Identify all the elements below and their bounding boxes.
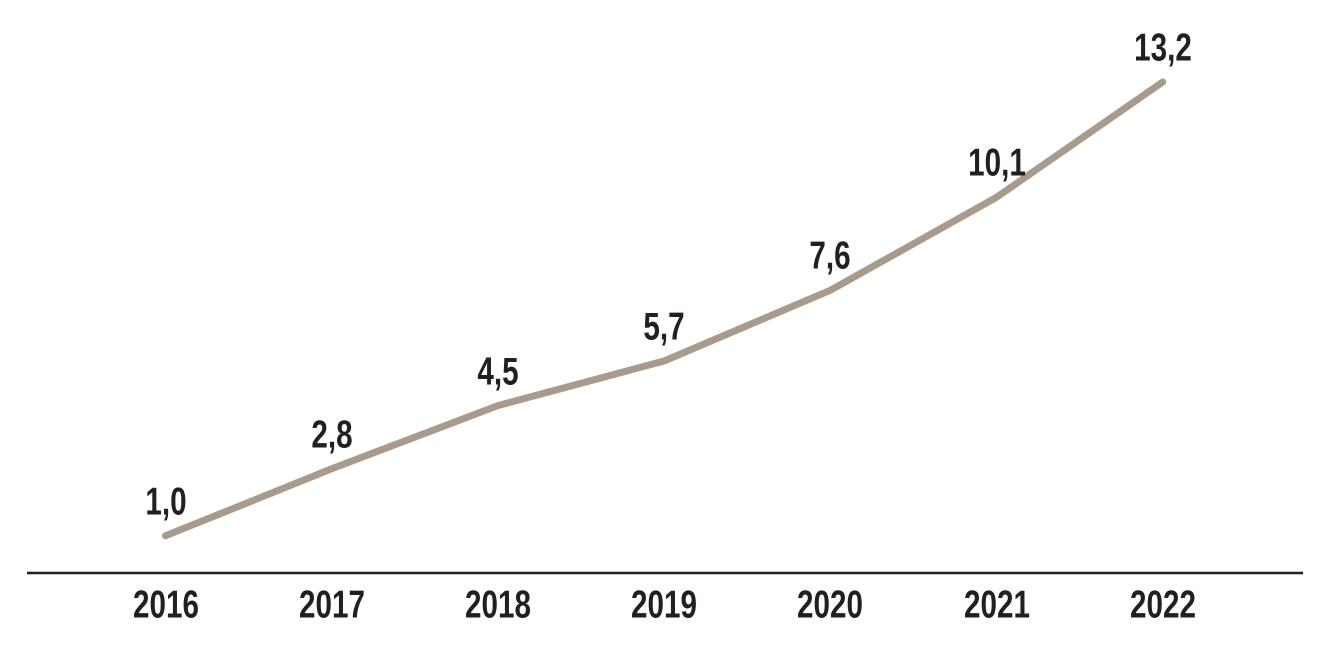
data-label: 5,7 <box>643 305 685 349</box>
x-tick-label: 2022 <box>1129 583 1196 627</box>
data-label: 7,6 <box>809 234 851 278</box>
data-label: 10,1 <box>967 141 1026 185</box>
data-label: 1,0 <box>144 480 187 524</box>
series-line <box>162 78 1167 540</box>
x-tick-label: 2018 <box>464 583 531 627</box>
data-label: 13,2 <box>1133 26 1192 70</box>
data-label: 4,5 <box>477 350 519 394</box>
x-tick-label: 2016 <box>132 583 199 627</box>
x-tick-label: 2017 <box>298 583 365 627</box>
x-tick-label: 2021 <box>963 583 1030 627</box>
x-tick-label: 2020 <box>797 583 864 627</box>
data-label: 2,8 <box>311 413 353 457</box>
x-tick-label: 2019 <box>631 583 698 627</box>
